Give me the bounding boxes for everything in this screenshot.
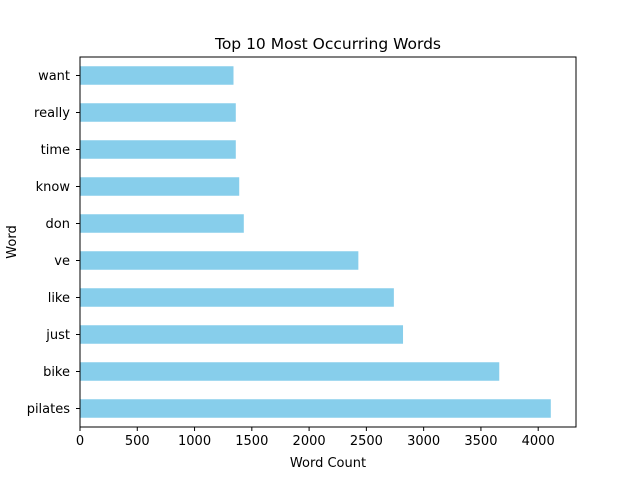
y-tick-label: really xyxy=(34,106,70,121)
x-tick-label: 0 xyxy=(76,434,84,449)
y-tick-label: pilates xyxy=(27,402,71,417)
bar-don xyxy=(80,214,244,233)
x-tick-label: 2500 xyxy=(350,434,383,449)
y-tick-label: don xyxy=(46,217,70,232)
y-tick-label: bike xyxy=(43,365,70,380)
y-tick-label: ve xyxy=(54,254,70,269)
y-tick-label: like xyxy=(48,291,70,306)
x-tick-label: 3500 xyxy=(464,434,497,449)
y-tick-label: want xyxy=(38,69,70,84)
bar-just xyxy=(80,325,404,344)
y-axis: pilates bike just like ve don know time really wa… xyxy=(27,69,80,417)
chart-title: Top 10 Most Occurring Words xyxy=(214,35,441,53)
bars-group xyxy=(80,66,551,418)
plot-frame xyxy=(79,56,577,428)
x-tick-label: 500 xyxy=(125,434,150,449)
bar-pilates xyxy=(80,399,551,418)
x-tick-label: 1000 xyxy=(178,434,211,449)
y-axis-label: Word xyxy=(5,225,20,258)
x-axis: 0 500 1000 1500 2000 2500 3000 3500 4000 xyxy=(76,427,555,449)
y-tick-label: time xyxy=(41,143,70,158)
bar-like xyxy=(80,288,394,307)
bar-time xyxy=(80,140,236,159)
x-tick-label: 4000 xyxy=(522,434,555,449)
y-tick-label: just xyxy=(45,328,70,343)
bar-ve xyxy=(80,251,359,270)
bar-know xyxy=(80,177,240,196)
x-axis-label: Word Count xyxy=(290,456,366,471)
bar-bike xyxy=(80,362,500,381)
x-tick-label: 3000 xyxy=(407,434,440,449)
x-tick-label: 1500 xyxy=(235,434,268,449)
bar-really xyxy=(80,103,236,122)
y-tick-label: know xyxy=(36,180,71,195)
x-tick-label: 2000 xyxy=(293,434,326,449)
bar-want xyxy=(80,66,234,85)
